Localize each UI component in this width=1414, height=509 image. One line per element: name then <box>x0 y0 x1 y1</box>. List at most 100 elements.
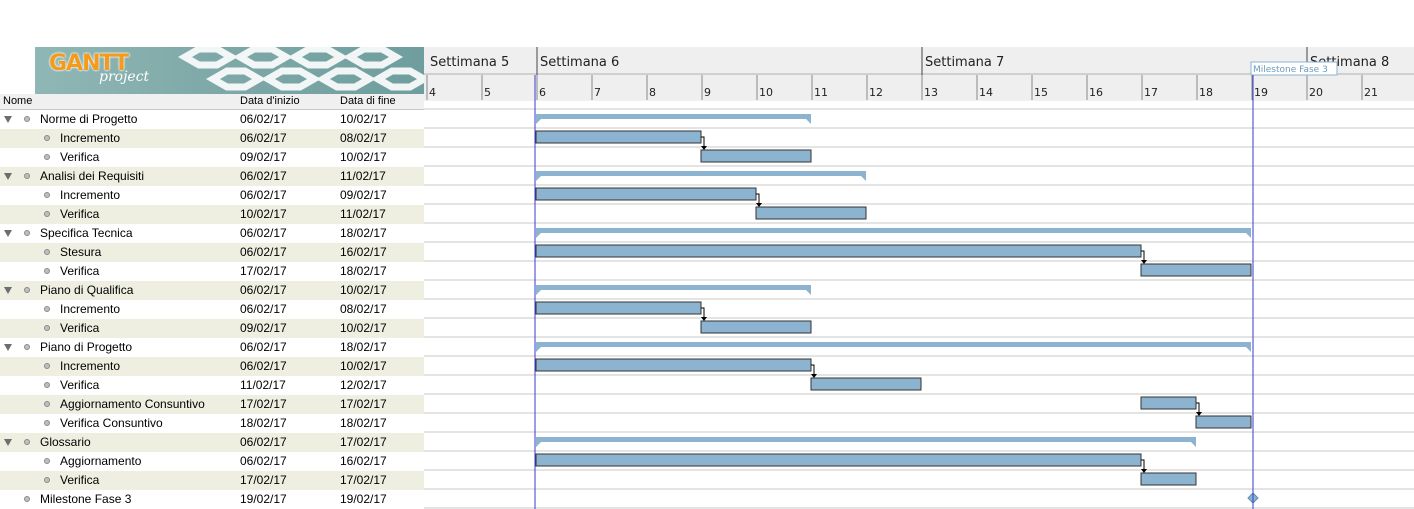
task-row[interactable]: Incremento 06/02/17 10/02/17 <box>0 357 424 376</box>
gantt-chart-canvas[interactable]: Settimana 5 Settimana 6 Settimana 7 Settima… <box>424 0 1414 509</box>
task-bar[interactable] <box>1140 263 1252 277</box>
summary-bar[interactable] <box>536 285 811 290</box>
day-label: 15 <box>1034 86 1048 99</box>
task-bullet-icon <box>44 154 50 160</box>
task-start-date: 06/02/17 <box>240 283 287 297</box>
task-start-date: 19/02/17 <box>240 492 287 506</box>
summary-bar[interactable] <box>536 342 1251 347</box>
task-end-date: 17/02/17 <box>340 397 387 411</box>
summary-bar-end-cap <box>806 290 811 295</box>
task-row[interactable]: Verifica 11/02/17 12/02/17 <box>0 376 424 395</box>
expand-triangle-icon[interactable] <box>4 439 12 446</box>
dependency-arrowhead-icon <box>701 146 707 150</box>
task-bar[interactable] <box>535 244 1142 258</box>
task-bullet-icon <box>44 306 50 312</box>
task-row[interactable]: Verifica 09/02/17 10/02/17 <box>0 319 424 338</box>
task-bar[interactable] <box>1140 472 1197 486</box>
task-start-date: 06/02/17 <box>240 226 287 240</box>
expand-triangle-icon[interactable] <box>4 230 12 237</box>
task-bar[interactable] <box>535 453 1142 467</box>
task-name: Piano di Progetto <box>40 340 133 354</box>
summary-bar[interactable] <box>536 114 811 119</box>
task-name: Verifica Consuntivo <box>60 416 163 430</box>
summary-bar-start-cap <box>536 442 541 447</box>
task-bar[interactable] <box>535 187 757 201</box>
day-label: 12 <box>869 86 883 99</box>
task-bar[interactable] <box>535 301 702 315</box>
expand-triangle-icon[interactable] <box>4 173 12 180</box>
task-row[interactable]: Verifica 17/02/17 17/02/17 <box>0 471 424 490</box>
task-row[interactable]: Verifica 17/02/17 18/02/17 <box>0 262 424 281</box>
task-start-date: 09/02/17 <box>240 150 287 164</box>
task-bar[interactable] <box>700 149 812 163</box>
task-end-date: 10/02/17 <box>340 283 387 297</box>
summary-bar-start-cap <box>536 176 541 181</box>
task-row[interactable]: Verifica 09/02/17 10/02/17 <box>0 148 424 167</box>
task-start-date: 06/02/17 <box>240 112 287 126</box>
task-name: Verifica <box>60 150 100 164</box>
task-start-date: 17/02/17 <box>240 397 287 411</box>
task-end-date: 10/02/17 <box>340 321 387 335</box>
summary-bar-end-cap <box>1246 233 1251 238</box>
task-end-date: 16/02/17 <box>340 454 387 468</box>
task-row[interactable]: Analisi dei Requisiti 06/02/17 11/02/17 <box>0 167 424 186</box>
dependency-arrowhead-icon <box>1196 412 1202 416</box>
task-end-date: 19/02/17 <box>340 492 387 506</box>
summary-bar[interactable] <box>536 171 866 176</box>
dependency-arrow <box>756 193 760 206</box>
task-name: Glossario <box>40 435 91 449</box>
task-bar[interactable] <box>1140 396 1197 410</box>
task-end-date: 10/02/17 <box>340 112 387 126</box>
task-bar[interactable] <box>535 130 702 144</box>
task-bar[interactable] <box>810 377 922 391</box>
task-name: Aggiornamento Consuntivo <box>60 397 205 411</box>
task-row[interactable]: Specifica Tecnica 06/02/17 18/02/17 <box>0 224 424 243</box>
task-bullet-icon <box>44 363 50 369</box>
task-bar[interactable] <box>700 320 812 334</box>
day-label: 5 <box>484 86 491 99</box>
task-bullet-icon <box>44 211 50 217</box>
summary-bar[interactable] <box>536 437 1196 442</box>
task-name: Verifica <box>60 473 100 487</box>
task-row[interactable]: Incremento 06/02/17 08/02/17 <box>0 129 424 148</box>
task-row[interactable]: Norme di Progetto 06/02/17 10/02/17 <box>0 110 424 129</box>
task-row[interactable]: Stesura 06/02/17 16/02/17 <box>0 243 424 262</box>
gantt-logo-banner: GANTT project <box>35 47 424 94</box>
task-bar[interactable] <box>1195 415 1252 429</box>
task-row[interactable]: Verifica 10/02/17 11/02/17 <box>0 205 424 224</box>
task-row[interactable]: Glossario 06/02/17 17/02/17 <box>0 433 424 452</box>
expand-triangle-icon[interactable] <box>4 287 12 294</box>
task-bullet-icon <box>24 496 30 502</box>
task-row[interactable]: Incremento 06/02/17 08/02/17 <box>0 300 424 319</box>
task-row[interactable]: Milestone Fase 3 19/02/17 19/02/17 <box>0 490 424 509</box>
dependency-arrow <box>1141 250 1145 263</box>
task-bar[interactable] <box>755 206 867 220</box>
column-header-start-date[interactable]: Data d'inizio <box>240 95 300 107</box>
task-bullet-icon <box>44 420 50 426</box>
task-name: Norme di Progetto <box>40 112 138 126</box>
day-label: 18 <box>1199 86 1213 99</box>
task-row[interactable]: Incremento 06/02/17 09/02/17 <box>0 186 424 205</box>
task-end-date: 18/02/17 <box>340 264 387 278</box>
task-row[interactable]: Verifica Consuntivo 18/02/17 18/02/17 <box>0 414 424 433</box>
summary-bar-end-cap <box>806 119 811 124</box>
task-row[interactable]: Aggiornamento 06/02/17 16/02/17 <box>0 452 424 471</box>
summary-bar[interactable] <box>536 228 1251 233</box>
expand-triangle-icon[interactable] <box>4 116 12 123</box>
task-end-date: 17/02/17 <box>340 473 387 487</box>
task-row[interactable]: Piano di Qualifica 06/02/17 10/02/17 <box>0 281 424 300</box>
task-row[interactable]: Aggiornamento Consuntivo 17/02/17 17/02/17 <box>0 395 424 414</box>
column-header-end-date[interactable]: Data di fine <box>340 95 396 107</box>
task-name: Incremento <box>60 131 121 145</box>
task-name: Aggiornamento <box>60 454 142 468</box>
task-end-date: 08/02/17 <box>340 131 387 145</box>
task-bar[interactable] <box>535 358 812 372</box>
expand-triangle-icon[interactable] <box>4 344 12 351</box>
column-header-name[interactable]: Nome <box>3 95 33 107</box>
task-row[interactable]: Piano di Progetto 06/02/17 18/02/17 <box>0 338 424 357</box>
task-bullet-icon <box>44 401 50 407</box>
task-start-date: 06/02/17 <box>240 359 287 373</box>
task-bullet-icon <box>44 192 50 198</box>
summary-bar-end-cap <box>1246 347 1251 352</box>
task-end-date: 18/02/17 <box>340 226 387 240</box>
